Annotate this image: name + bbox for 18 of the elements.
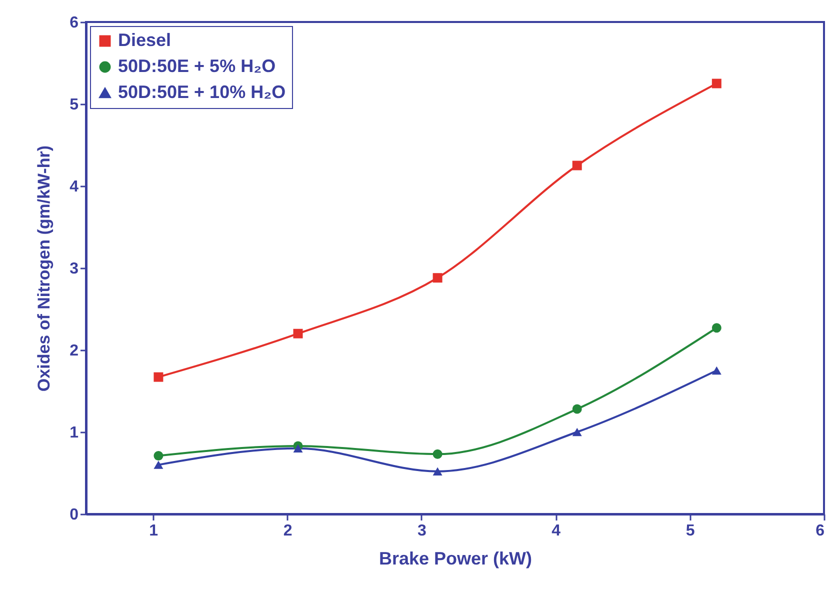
x-tick-label: 6 (816, 522, 825, 540)
legend-label: 50D:50E + 5% H₂O (118, 56, 276, 76)
y-tick-label: 5 (70, 96, 79, 114)
legend-label: 50D:50E + 10% H₂O (118, 82, 286, 102)
y-tick-label: 1 (70, 424, 79, 442)
x-tick-label: 1 (149, 522, 158, 540)
y-tick-label: 4 (70, 178, 79, 196)
y-tick-label: 0 (70, 506, 79, 524)
y-tick-label: 6 (70, 14, 79, 32)
y-tick-label: 3 (70, 260, 79, 278)
legend-label: Diesel (118, 30, 172, 50)
x-axis-title: Brake Power (kW) (378, 548, 532, 568)
x-tick-label: 4 (552, 522, 561, 540)
y-axis-title: Oxides of Nitrogen (gm/kW-hr) (34, 145, 54, 392)
x-tick-label: 3 (418, 522, 426, 540)
y-tick-label: 2 (70, 342, 79, 360)
x-tick-label: 2 (283, 522, 292, 540)
x-tick-label: 5 (686, 522, 695, 540)
